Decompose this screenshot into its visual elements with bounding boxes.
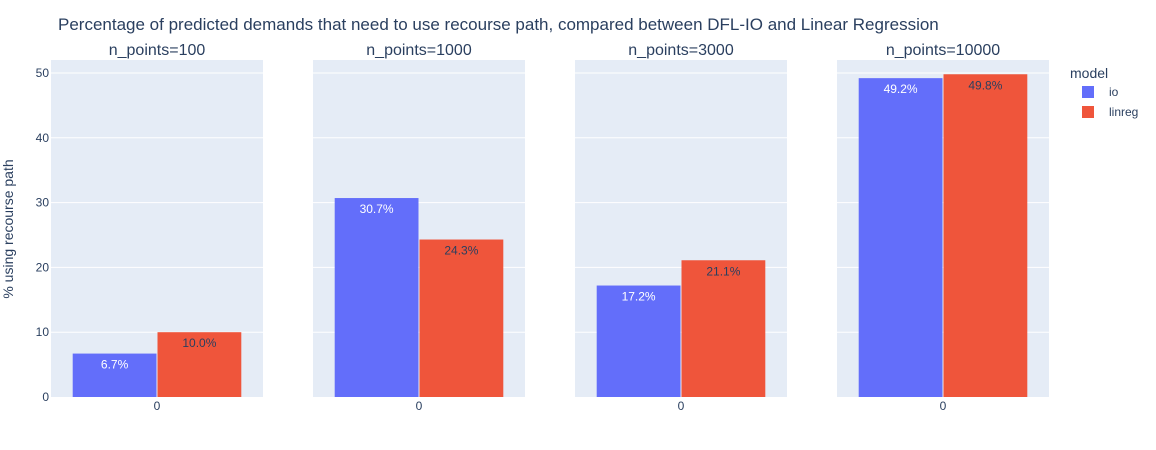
plot-area: 01020304050n_points=1006.7%10.0%0n_point… [36,42,1049,413]
bar-data-label: 30.7% [360,202,394,216]
y-tick-label: 0 [42,390,49,404]
y-tick-label: 20 [36,260,50,274]
legend-swatch [1082,106,1094,118]
bar-io[interactable] [596,285,681,397]
bar-linreg[interactable] [419,239,504,397]
x-tick-label: 0 [154,399,161,413]
bar-data-label: 6.7% [101,358,129,372]
facet-panel: n_points=10000 49.2% 49.8% 0 [837,42,1049,413]
legend-item-linreg[interactable]: linreg [1082,105,1138,119]
facet-title: n_points=1000 [366,42,472,59]
x-tick-label: 0 [416,399,423,413]
bar-io[interactable] [858,78,943,398]
facet-title: n_points=100 [109,42,206,59]
legend-label: linreg [1109,105,1138,119]
y-tick-label: 10 [36,325,50,339]
bar-data-label: 17.2% [622,290,656,304]
bar-data-label: 24.3% [444,244,478,258]
chart-title: Percentage of predicted demands that nee… [58,15,939,34]
facet-title: n_points=3000 [628,42,734,59]
bar-linreg[interactable] [943,74,1028,397]
legend-item-io[interactable]: io [1082,85,1119,99]
legend-title: model [1070,65,1108,81]
bar-data-label: 10.0% [182,336,216,350]
y-tick-label: 40 [36,131,50,145]
bar-data-label: 49.8% [968,78,1002,92]
facet-panel: n_points=3000 17.2% 21.1% 0 [575,42,787,413]
y-tick-label: 30 [36,196,50,210]
bar-linreg[interactable] [157,332,242,397]
legend-swatch [1082,86,1094,98]
x-tick-label: 0 [940,399,947,413]
facet-title: n_points=10000 [886,42,1000,59]
x-tick-label: 0 [678,399,685,413]
y-axis-title: % using recourse path [0,159,16,298]
legend[interactable]: model io linreg [1070,65,1138,119]
bar-data-label: 49.2% [884,82,918,96]
facet-panel: n_points=1000 30.7% 24.3% 0 [313,42,525,413]
y-tick-label: 50 [36,66,50,80]
bar-data-label: 21.1% [706,264,740,278]
facet-panel: n_points=100 6.7% 10.0% 0 [51,42,263,413]
legend-label: io [1109,85,1119,99]
bar-linreg[interactable] [681,260,766,397]
bar-io[interactable] [72,353,157,397]
bar-io[interactable] [334,198,419,397]
